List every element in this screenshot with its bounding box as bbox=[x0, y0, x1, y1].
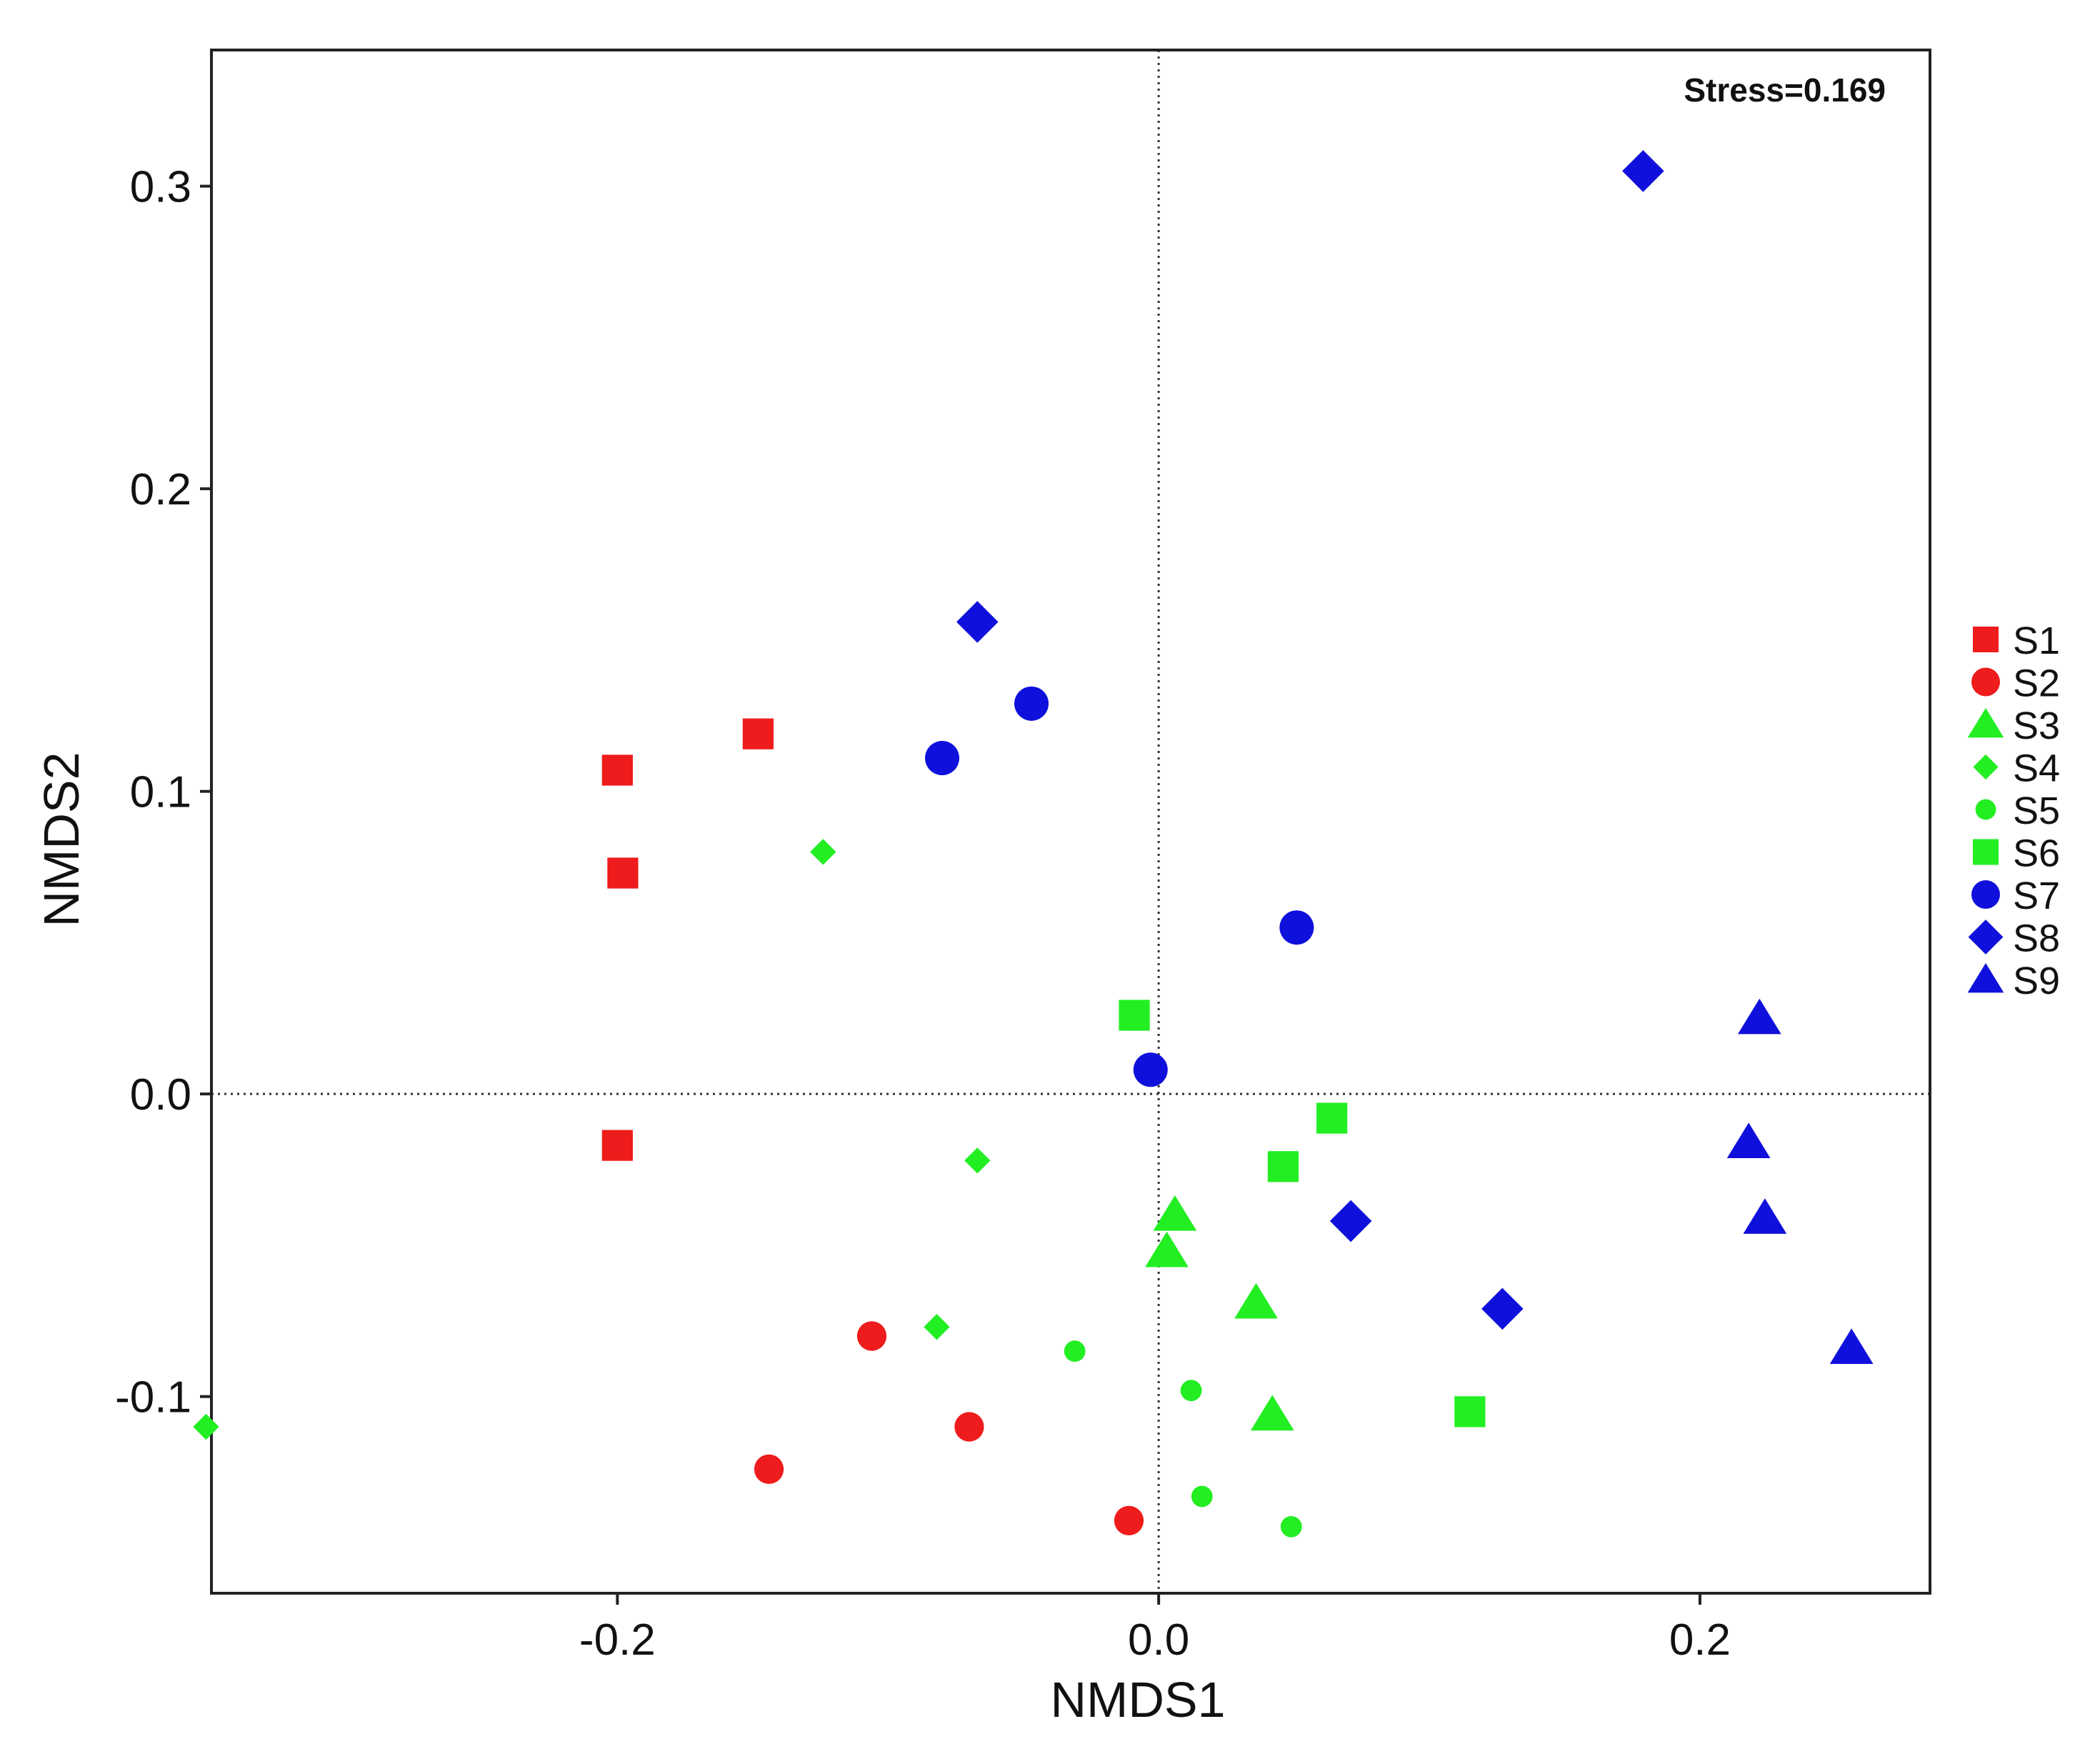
point-s2 bbox=[754, 1454, 784, 1484]
legend-label-s1: S1 bbox=[2013, 619, 2060, 662]
x-tick-label: 0.2 bbox=[1669, 1615, 1731, 1665]
legend-label-s6: S6 bbox=[2013, 832, 2060, 875]
y-tick-label: 0.2 bbox=[130, 465, 191, 514]
y-tick-label: 0.0 bbox=[130, 1070, 191, 1120]
point-s5 bbox=[1064, 1340, 1086, 1362]
point-s3 bbox=[1153, 1195, 1197, 1231]
point-s9 bbox=[1726, 1122, 1771, 1159]
point-s2 bbox=[856, 1321, 887, 1351]
point-s6 bbox=[1267, 1151, 1299, 1182]
y-tick-label: 0.1 bbox=[130, 768, 191, 817]
legend-label-s4: S4 bbox=[2013, 747, 2060, 790]
legend-marker-s4 bbox=[1973, 754, 1999, 780]
legend-marker-s6 bbox=[1973, 839, 1999, 865]
point-s1 bbox=[607, 857, 639, 889]
point-s2 bbox=[954, 1412, 984, 1442]
legend-label-s8: S8 bbox=[2013, 917, 2060, 960]
legend-label-s3: S3 bbox=[2013, 704, 2060, 747]
point-s6 bbox=[1454, 1396, 1486, 1427]
legend-marker-s1 bbox=[1973, 627, 1999, 652]
point-s7 bbox=[925, 741, 960, 776]
legend-label-s7: S7 bbox=[2013, 874, 2060, 917]
point-s1 bbox=[601, 1130, 633, 1161]
legend-marker-s3 bbox=[1967, 708, 2004, 738]
y-axis-label: NMDS2 bbox=[34, 752, 89, 927]
point-s2 bbox=[1114, 1505, 1144, 1535]
legend-marker-s8 bbox=[1968, 920, 2004, 955]
y-tick-label: 0.3 bbox=[130, 163, 191, 212]
legend-label-s9: S9 bbox=[2013, 960, 2060, 1002]
point-s8 bbox=[956, 601, 999, 643]
x-tick-label: -0.2 bbox=[579, 1615, 656, 1665]
point-s4 bbox=[810, 839, 836, 865]
point-s7 bbox=[1279, 910, 1314, 945]
point-s8 bbox=[1481, 1287, 1524, 1330]
stress-annotation: Stress=0.169 bbox=[1684, 71, 1886, 109]
point-s5 bbox=[1191, 1485, 1213, 1508]
point-s1 bbox=[742, 718, 774, 749]
point-s8 bbox=[1622, 150, 1664, 192]
legend-marker-s7 bbox=[1971, 880, 2000, 909]
legend-marker-s5 bbox=[1975, 799, 1996, 820]
point-s5 bbox=[1280, 1515, 1302, 1538]
point-s6 bbox=[1119, 1000, 1150, 1031]
point-s1 bbox=[601, 754, 633, 786]
point-s8 bbox=[1329, 1200, 1372, 1242]
point-s7 bbox=[1014, 686, 1049, 721]
legend-marker-s9 bbox=[1967, 963, 2004, 993]
point-s5 bbox=[1180, 1380, 1202, 1402]
point-s6 bbox=[1316, 1102, 1348, 1134]
legend-marker-s2 bbox=[1971, 667, 2000, 697]
point-s9 bbox=[1737, 998, 1781, 1035]
plot-frame bbox=[210, 49, 1931, 1595]
x-tick-label: 0.0 bbox=[1128, 1615, 1189, 1665]
point-s3 bbox=[1250, 1395, 1294, 1431]
point-s4 bbox=[924, 1314, 950, 1340]
point-s9 bbox=[1743, 1198, 1787, 1234]
point-s4 bbox=[193, 1413, 219, 1440]
point-s3 bbox=[1234, 1282, 1278, 1319]
point-s7 bbox=[1133, 1052, 1168, 1087]
legend-label-s2: S2 bbox=[2013, 662, 2060, 705]
point-s4 bbox=[964, 1147, 991, 1174]
point-s9 bbox=[1829, 1328, 1874, 1365]
legend-label-s5: S5 bbox=[2013, 789, 2060, 832]
point-s3 bbox=[1145, 1231, 1189, 1267]
y-tick-label: -0.1 bbox=[115, 1373, 191, 1422]
x-axis-label: NMDS1 bbox=[1050, 1672, 1225, 1728]
